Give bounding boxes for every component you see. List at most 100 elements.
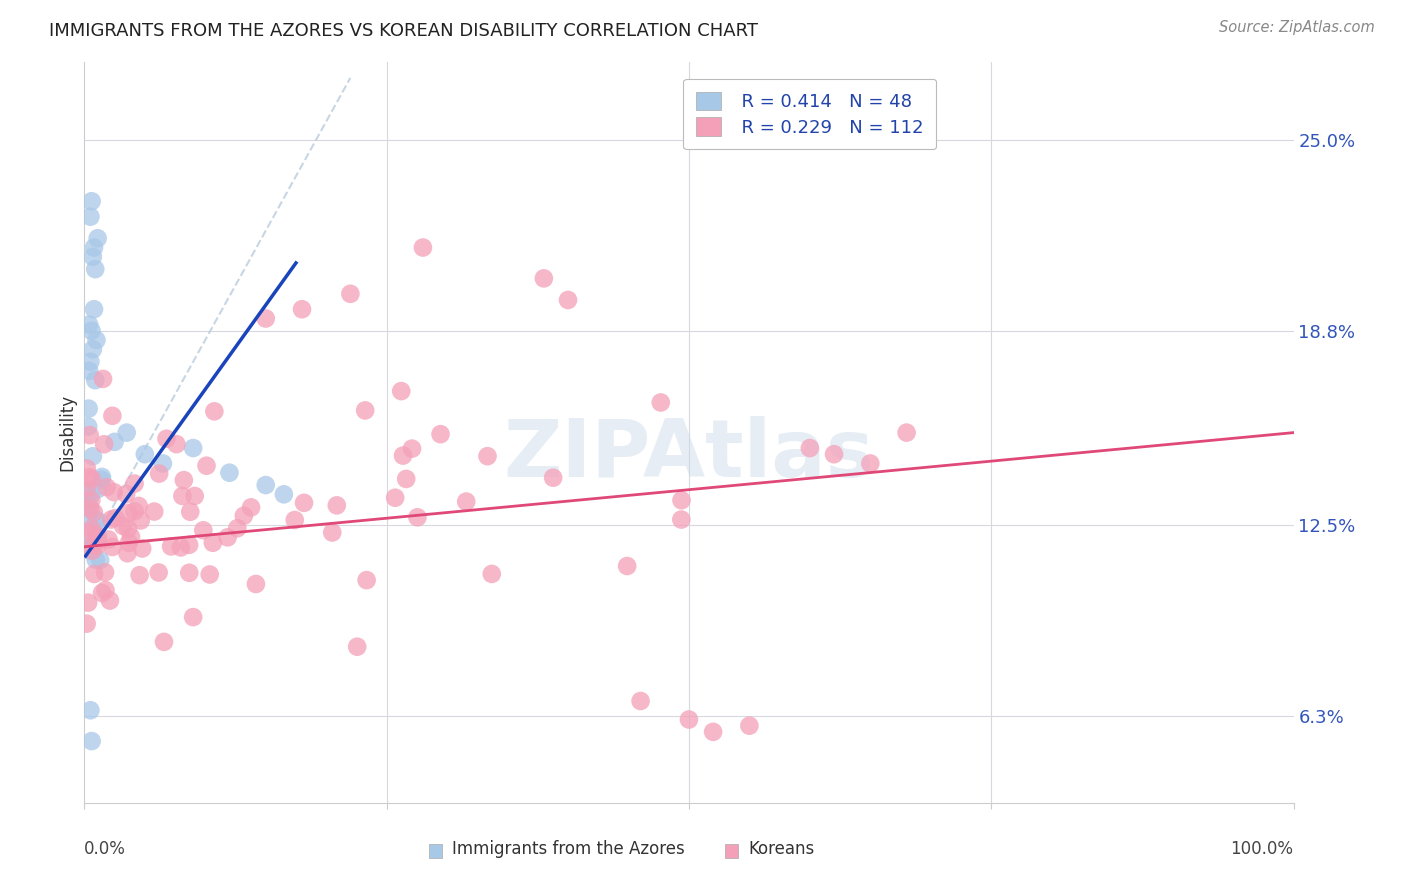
Point — [291, 302, 314, 317]
Point — [77, 498, 100, 512]
Point — [896, 425, 918, 440]
Text: 100.0%: 100.0% — [1230, 840, 1294, 858]
Point — [232, 508, 254, 523]
Point — [86, 231, 108, 245]
Point — [83, 506, 105, 520]
Point — [86, 539, 108, 553]
Point — [671, 512, 693, 526]
Point — [86, 528, 108, 542]
Point — [859, 457, 882, 471]
Point — [80, 522, 103, 536]
Point — [79, 501, 101, 516]
Point — [100, 512, 122, 526]
Point — [456, 494, 478, 508]
Point — [101, 409, 124, 423]
Point — [79, 428, 101, 442]
Point — [115, 487, 138, 501]
Point — [226, 521, 249, 535]
Point — [80, 194, 103, 209]
Point — [198, 567, 221, 582]
Point — [79, 703, 101, 717]
Point — [98, 593, 121, 607]
Point — [481, 566, 503, 581]
Point — [193, 524, 215, 538]
Point — [82, 539, 104, 553]
Point — [202, 404, 225, 418]
Point — [630, 694, 652, 708]
Point — [254, 478, 277, 492]
FancyBboxPatch shape — [725, 844, 738, 857]
Point — [115, 425, 138, 440]
Point — [84, 552, 107, 566]
Point — [131, 541, 153, 556]
Point — [83, 240, 105, 255]
Text: Source: ZipAtlas.com: Source: ZipAtlas.com — [1219, 20, 1375, 35]
Point — [179, 505, 201, 519]
Point — [84, 262, 107, 277]
Point — [77, 419, 100, 434]
Point — [401, 442, 423, 456]
Point — [254, 311, 277, 326]
Point — [91, 372, 114, 386]
Legend:   R = 0.414   N = 48,   R = 0.229   N = 112: R = 0.414 N = 48, R = 0.229 N = 112 — [683, 78, 936, 149]
Point — [104, 511, 127, 525]
Point — [124, 504, 146, 518]
Point — [183, 489, 205, 503]
Point — [799, 441, 821, 455]
Point — [356, 573, 378, 587]
Point — [79, 543, 101, 558]
Point — [76, 616, 98, 631]
Point — [326, 499, 349, 513]
FancyBboxPatch shape — [429, 844, 441, 857]
Point — [240, 500, 263, 515]
Point — [412, 240, 434, 255]
Point — [79, 525, 101, 540]
Point — [87, 533, 110, 547]
Point — [94, 566, 117, 580]
Point — [79, 470, 101, 484]
Point — [80, 472, 103, 486]
Point — [82, 343, 104, 357]
Point — [650, 395, 672, 409]
Point — [389, 384, 412, 398]
Point — [153, 635, 176, 649]
Point — [89, 553, 111, 567]
Point — [195, 458, 218, 473]
Point — [118, 536, 141, 550]
Point — [103, 485, 125, 500]
Point — [80, 493, 103, 508]
Point — [82, 449, 104, 463]
Point — [148, 566, 170, 580]
Point — [91, 470, 114, 484]
Point — [77, 401, 100, 416]
Point — [406, 510, 429, 524]
Point — [702, 724, 724, 739]
Text: Koreans: Koreans — [748, 840, 814, 858]
Text: ZIPAtlas: ZIPAtlas — [503, 416, 875, 494]
Point — [111, 519, 134, 533]
Point — [179, 566, 201, 580]
Point — [77, 515, 100, 529]
Point — [91, 586, 114, 600]
Point — [77, 596, 100, 610]
Point — [218, 466, 240, 480]
Point — [80, 734, 103, 748]
Point — [128, 568, 150, 582]
Point — [84, 373, 107, 387]
Point — [86, 333, 108, 347]
Y-axis label: Disability: Disability — [58, 394, 76, 471]
Point — [83, 536, 105, 550]
Point — [395, 472, 418, 486]
Point — [143, 504, 166, 518]
Point — [557, 293, 579, 307]
Point — [84, 512, 107, 526]
Point — [541, 471, 564, 485]
Point — [155, 432, 177, 446]
Point — [83, 566, 105, 581]
Point — [738, 719, 761, 733]
Point — [79, 354, 101, 368]
Point — [678, 713, 700, 727]
Point — [170, 541, 193, 555]
Point — [165, 437, 187, 451]
Point — [152, 457, 174, 471]
